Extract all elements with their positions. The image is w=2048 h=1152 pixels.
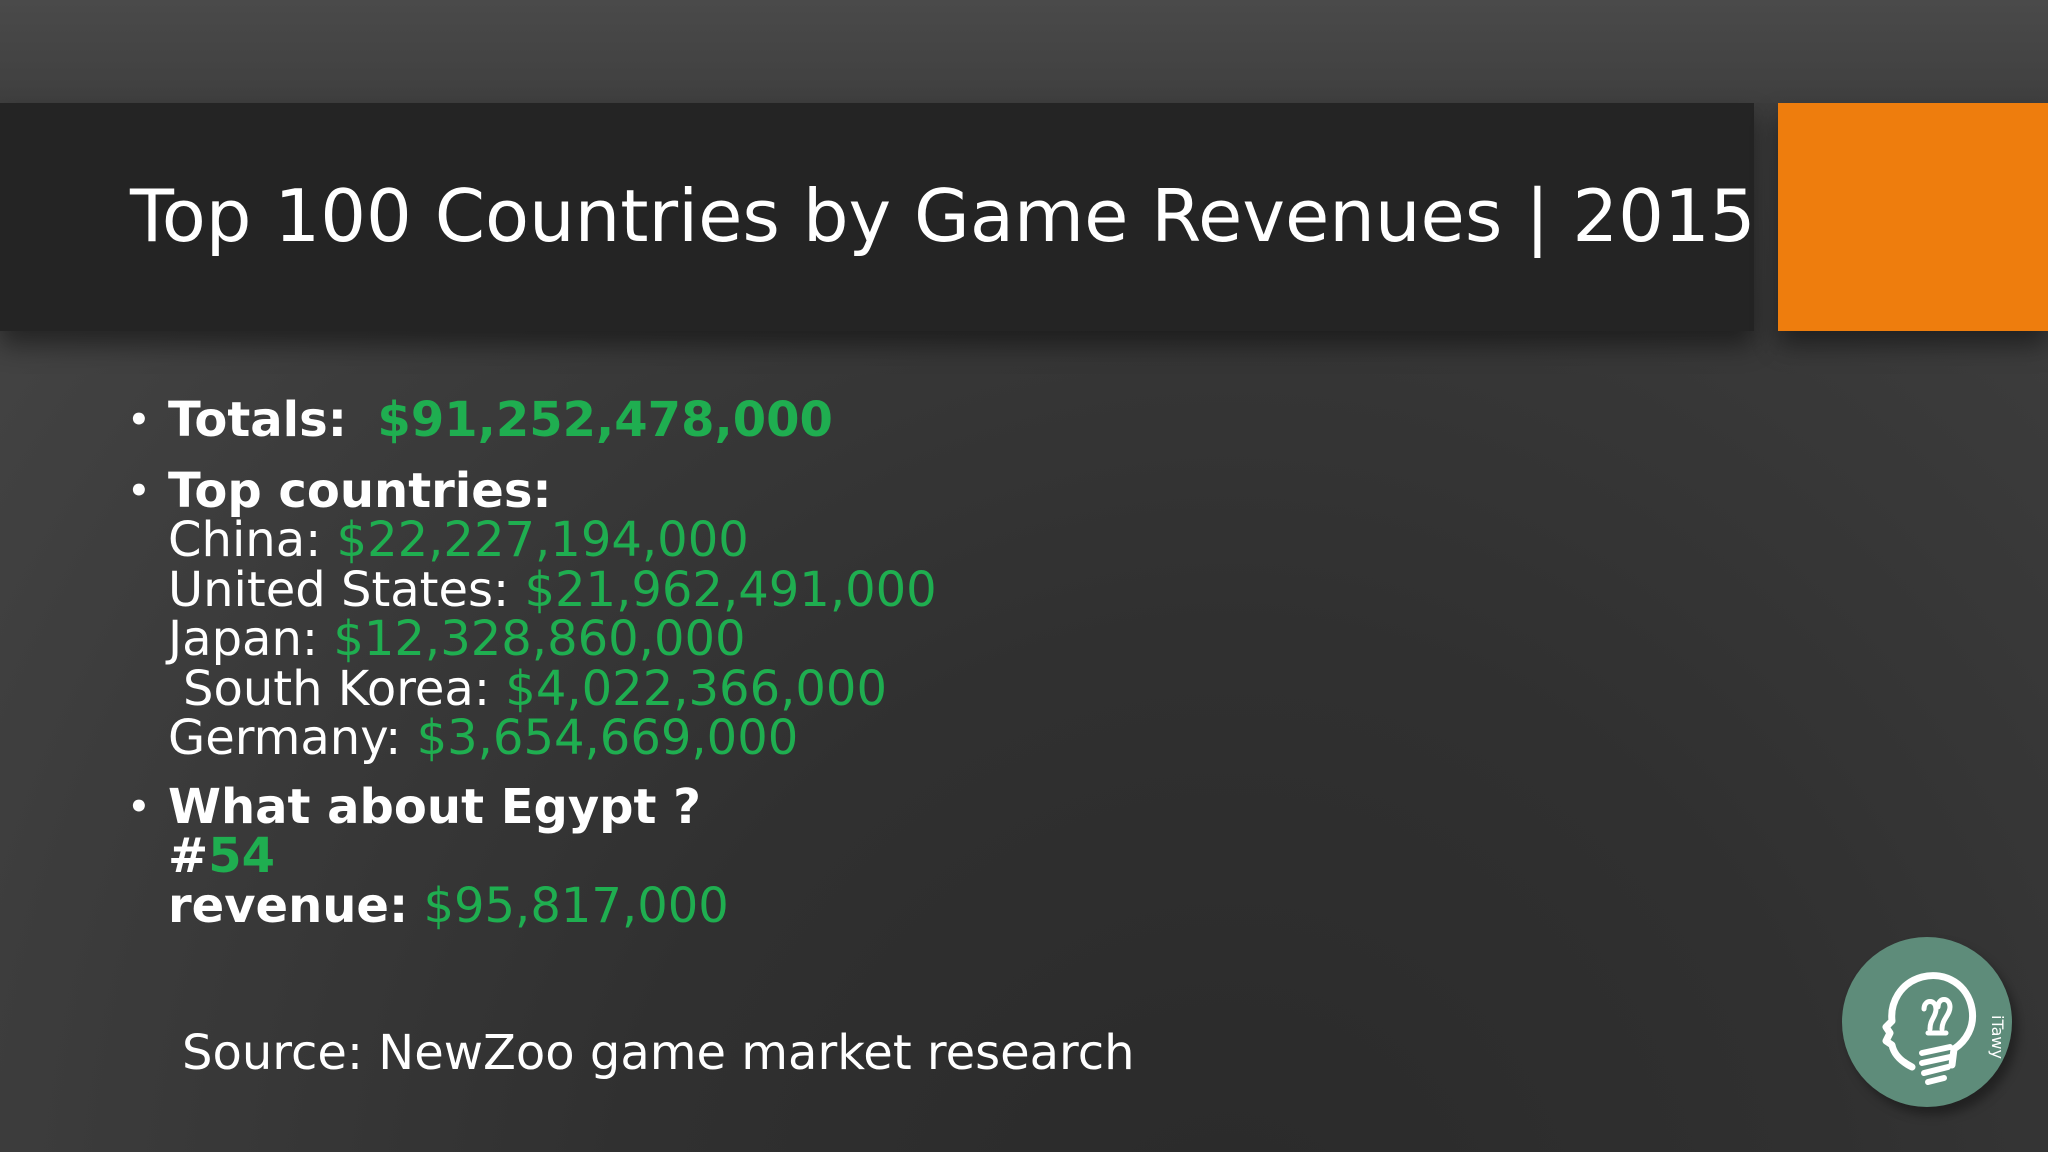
bullet-dot: • (128, 471, 150, 511)
logo-text: iTawy (1988, 1015, 2007, 1059)
source-note: Source: NewZoo game market research (182, 1025, 1135, 1081)
egypt-rank: #54 (168, 830, 275, 882)
country-name: United States: (168, 562, 510, 618)
slide-title: Top 100 Countries by Game Revenues | 201… (130, 174, 1756, 258)
country-revenue: $12,328,860,000 (333, 611, 746, 667)
itawy-logo: iTawy (1842, 937, 2012, 1107)
totals-bullet: Totals: $91,252,478,000 (168, 394, 833, 446)
egypt-revenue-value: $95,817,000 (423, 878, 729, 934)
title-bar (0, 103, 1754, 331)
country-revenue: $4,022,366,000 (505, 661, 887, 717)
bullet-dot: • (128, 400, 150, 440)
country-row-united-states: United States: $21,962,491,000 (168, 564, 937, 616)
egypt-revenue: revenue: $95,817,000 (168, 880, 729, 932)
country-revenue: $22,227,194,000 (336, 512, 749, 568)
bullet-dot: • (128, 787, 150, 827)
totals-value: $91,252,478,000 (377, 392, 833, 448)
egypt-revenue-label: revenue: (168, 878, 409, 934)
country-row-japan: Japan: $12,328,860,000 (168, 613, 746, 665)
country-name: Germany: (168, 710, 402, 766)
country-name: South Korea: (183, 661, 491, 717)
country-row-south-korea: South Korea: $4,022,366,000 (183, 663, 887, 715)
country-revenue: $3,654,669,000 (416, 710, 799, 766)
totals-label: Totals: (168, 392, 347, 448)
country-name: Japan: (168, 611, 319, 667)
egypt-question: What about Egypt ? (168, 779, 702, 835)
background-top-band (0, 0, 2048, 103)
top-countries-label: Top countries: (168, 463, 552, 519)
orange-accent-block (1778, 103, 2048, 331)
country-row-china: China: $22,227,194,000 (168, 514, 749, 566)
egypt-rank-value: 54 (208, 828, 276, 884)
lightbulb-head-icon: iTawy (1882, 972, 2007, 1085)
country-revenue: $21,962,491,000 (524, 562, 937, 618)
country-row-germany: Germany: $3,654,669,000 (168, 712, 798, 764)
egypt-rank-prefix: # (168, 828, 209, 884)
country-name: China: (168, 512, 322, 568)
